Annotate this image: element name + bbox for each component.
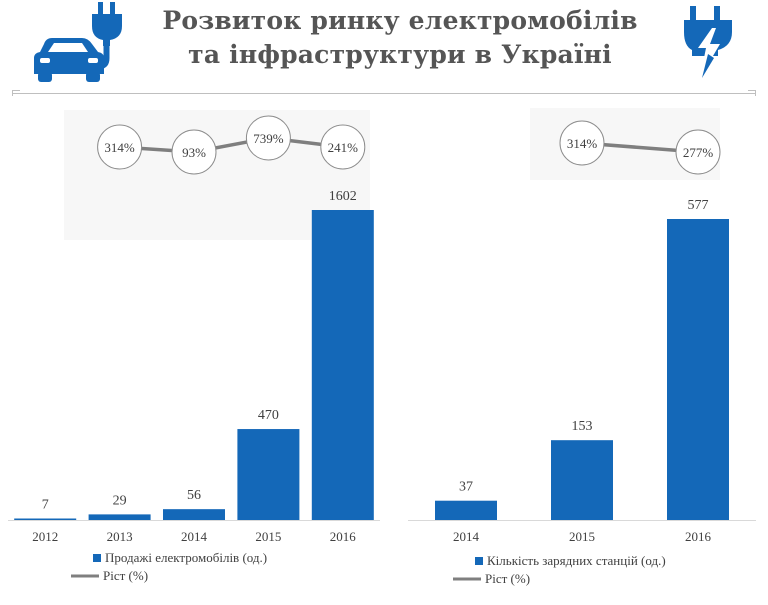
bar-1-2014 (163, 509, 225, 520)
growth-label-1-2015: 739% (253, 131, 284, 146)
page-title-line-1: Розвиток ринку електромобілів (162, 6, 638, 35)
x-tick-label-1-2013: 2013 (107, 529, 133, 544)
bar-1-2015 (237, 429, 300, 520)
growth-marker-1-2015 (245, 115, 291, 161)
growth-label-1-2016: 241% (328, 140, 359, 155)
header-divider (12, 93, 756, 94)
bar-value-label-1-2016: 1602 (329, 189, 357, 204)
growth-label-1-2013: 314% (104, 140, 135, 155)
x-tick-label-1-2016: 2016 (330, 529, 357, 544)
growth-label-2-2016: 277% (683, 145, 714, 160)
legend-swatch-bar-2 (475, 557, 483, 565)
x-tick-label-2-2015: 2015 (569, 529, 595, 544)
legend-label-bar-2: Кількість зарядних станцій (од.) (487, 553, 666, 568)
growth-marker-2-2015 (559, 120, 605, 166)
bar-value-label-1-2013: 29 (113, 493, 127, 508)
bar-1-2016 (311, 210, 374, 520)
growth-label-1-2014: 93% (182, 145, 206, 160)
bar-2-2016 (667, 219, 729, 520)
bar-2-2015 (551, 440, 613, 520)
bar-value-label-2-2014: 37 (459, 480, 473, 495)
growth-label-2-2015: 314% (567, 136, 598, 151)
x-tick-label-1-2014: 2014 (181, 529, 208, 544)
bar-1-2013 (88, 514, 151, 520)
x-tick-label-1-2015: 2015 (255, 529, 281, 544)
growth-line-1 (119, 136, 344, 154)
bar-value-label-2-2016: 577 (688, 198, 709, 213)
bar-1-2012 (14, 518, 77, 520)
legend-label-bar-1: Продажі електромобілів (од.) (105, 550, 267, 565)
header-divider-right-corner (748, 90, 756, 96)
legend-swatch-bar-1 (93, 554, 101, 562)
bar-value-label-1-2012: 7 (42, 498, 49, 513)
electric-car-icon (34, 2, 122, 82)
bar-2-2014 (435, 500, 497, 520)
x-tick-label-1-2012: 2012 (32, 529, 58, 544)
lightning-plug-icon (684, 6, 732, 78)
growth-marker-2-2016 (675, 129, 721, 175)
x-tick-label-2-2014: 2014 (453, 529, 480, 544)
page-title-line-2: та інфраструктури в Україні (188, 40, 612, 69)
growth-marker-1-2013 (97, 124, 143, 170)
bar-value-label-2-2015: 153 (572, 419, 593, 434)
bar-value-label-1-2015: 470 (258, 408, 279, 423)
growth-marker-1-2016 (320, 124, 366, 170)
x-tick-label-2-2016: 2016 (685, 529, 712, 544)
bar-value-label-1-2014: 56 (187, 488, 201, 503)
legend-label-growth-1: Ріст (%) (103, 568, 148, 583)
legend-label-growth-2: Ріст (%) (485, 571, 530, 586)
growth-marker-1-2014 (171, 129, 217, 175)
header: Розвиток ринку електромобілів та інфраст… (0, 0, 768, 96)
